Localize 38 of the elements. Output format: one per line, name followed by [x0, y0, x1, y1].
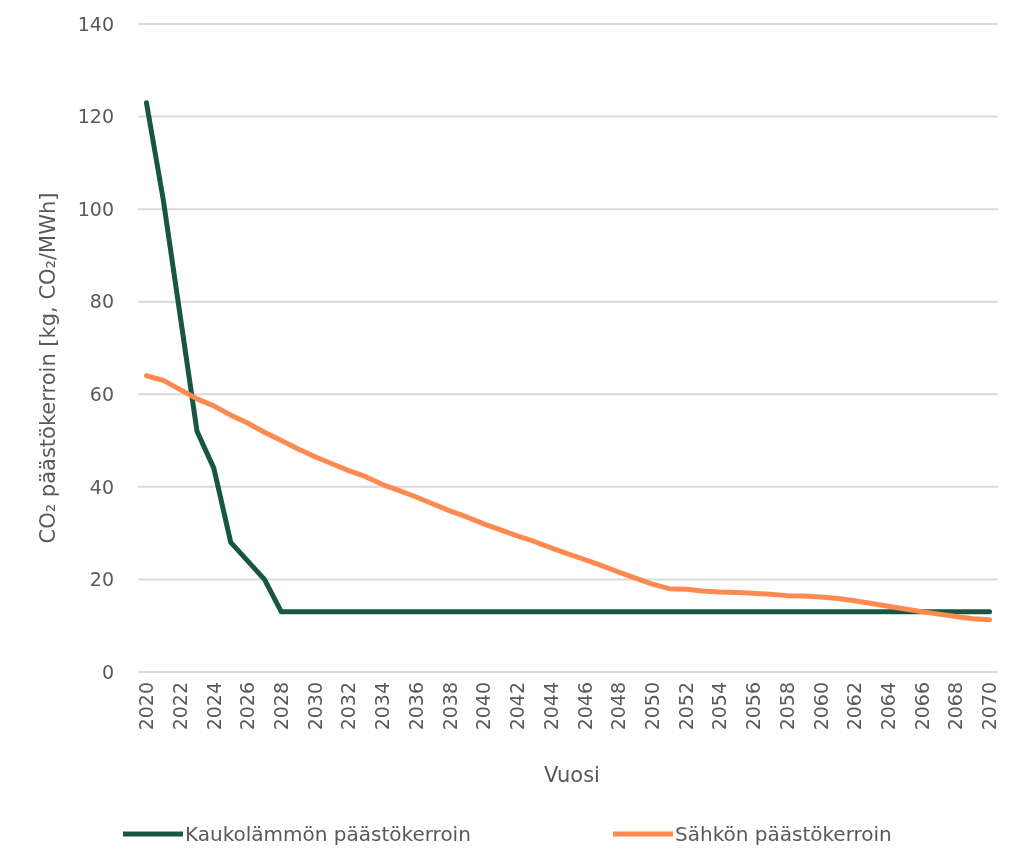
y-tick-label: 60 — [89, 382, 114, 405]
x-tick-label: 2026 — [236, 682, 259, 731]
x-tick-label: 2062 — [843, 682, 866, 731]
x-tick-label: 2066 — [910, 682, 933, 731]
x-axis-title: Vuosi — [544, 763, 600, 787]
y-tick-label: 0 — [101, 660, 114, 683]
x-tick-label: 2046 — [573, 682, 596, 731]
y-tick-label: 40 — [89, 475, 114, 498]
legend-label: Kaukolämmön päästökerroin — [185, 822, 471, 846]
x-tick-label: 2032 — [337, 682, 360, 731]
y-axis-title: CO₂ päästökerroin [kg, CO₂/MWh] — [36, 192, 60, 544]
x-tick-label: 2068 — [944, 682, 967, 731]
x-tick-label: 2070 — [978, 682, 1001, 731]
x-tick-label: 2052 — [674, 682, 697, 731]
x-tick-label: 2064 — [877, 682, 900, 731]
x-tick-label: 2060 — [809, 682, 832, 731]
x-tick-label: 2024 — [202, 682, 225, 731]
y-tick-label: 20 — [89, 568, 114, 591]
x-tick-label: 2022 — [168, 682, 191, 731]
x-tick-label: 2056 — [742, 682, 765, 731]
x-tick-label: 2058 — [775, 682, 798, 731]
legend-label: Sähkön päästökerroin — [675, 822, 892, 846]
x-tick-label: 2020 — [135, 682, 158, 731]
x-tick-label: 2050 — [640, 682, 663, 731]
x-tick-label: 2036 — [404, 682, 427, 731]
x-tick-label: 2028 — [269, 682, 292, 731]
y-tick-label: 80 — [89, 290, 114, 313]
x-tick-label: 2034 — [371, 682, 394, 731]
x-tick-label: 2044 — [539, 682, 562, 731]
y-tick-label: 100 — [77, 197, 114, 220]
y-tick-label: 140 — [77, 12, 114, 35]
x-tick-label: 2054 — [708, 682, 731, 731]
x-tick-label: 2030 — [303, 682, 326, 731]
x-tick-label: 2042 — [506, 682, 529, 731]
x-tick-label: 2040 — [472, 682, 495, 731]
y-tick-label: 120 — [77, 105, 114, 128]
x-tick-label: 2038 — [438, 682, 461, 731]
x-tick-label: 2048 — [607, 682, 630, 731]
